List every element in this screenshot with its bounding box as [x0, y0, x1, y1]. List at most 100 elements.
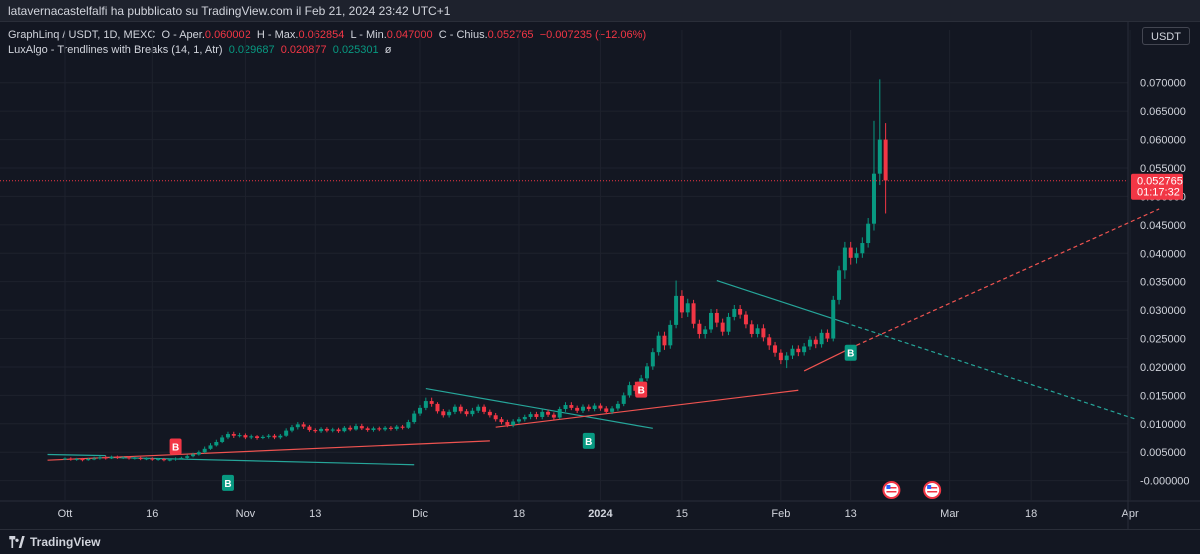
- sell-signal-marker[interactable]: [169, 438, 182, 455]
- candle-body: [452, 406, 457, 412]
- candle-body: [784, 355, 789, 361]
- candle-body: [511, 421, 516, 425]
- candle-body: [214, 441, 219, 446]
- candle-body: [482, 406, 487, 412]
- candle-body: [394, 426, 399, 429]
- candle-body: [813, 339, 818, 345]
- close-label: C - Chius.: [438, 29, 488, 41]
- candle-body: [231, 434, 236, 436]
- buy-signal-marker[interactable]: [844, 344, 857, 361]
- candle-body: [260, 436, 265, 438]
- candle-body: [295, 424, 300, 428]
- x-tick-label: 13: [309, 508, 321, 520]
- candle-body: [854, 253, 859, 258]
- candle-body: [592, 405, 597, 410]
- sell-signal-marker[interactable]: [635, 381, 648, 398]
- candle-body: [400, 426, 405, 428]
- signal-marker-label: B: [585, 437, 592, 448]
- candle-body: [563, 405, 568, 410]
- candle-body: [778, 352, 783, 361]
- y-tick-label: 0.015000: [1140, 390, 1186, 402]
- x-tick-label: 18: [1025, 508, 1037, 520]
- candle-body: [150, 458, 155, 460]
- candle-body: [458, 406, 463, 412]
- y-tick-label: 0.065000: [1140, 106, 1186, 118]
- candle-body: [109, 456, 114, 459]
- buy-signal-marker[interactable]: [221, 474, 234, 491]
- candle-body: [743, 314, 748, 325]
- candle-body: [441, 411, 446, 416]
- candle-body: [68, 458, 73, 460]
- indicator-label[interactable]: LuxAlgo - Trendlines with Breaks (14, 1,…: [8, 44, 223, 56]
- candle-body: [645, 366, 649, 379]
- candle-body: [685, 303, 690, 313]
- candle-body: [767, 337, 772, 346]
- candle-body: [749, 324, 754, 334]
- candle-body: [103, 457, 108, 459]
- open-value: 0.060002: [204, 29, 251, 41]
- signal-marker-label: B: [172, 443, 179, 454]
- candle-body: [557, 409, 562, 418]
- low-label: L - Min.: [350, 29, 387, 41]
- currency-button[interactable]: USDT: [1142, 27, 1190, 45]
- brand-name[interactable]: TradingView: [30, 535, 101, 549]
- indicator-value-1: 0.029687: [228, 44, 275, 56]
- candle-body: [330, 429, 335, 431]
- signal-marker-label: B: [224, 479, 231, 490]
- candle-body: [63, 458, 67, 460]
- x-tick-label: Ott: [58, 508, 73, 520]
- last-price-tag: [1131, 173, 1183, 200]
- candle-body: [202, 448, 207, 453]
- symbol-label[interactable]: GraphLinq / USDT, 1D, MEXC: [8, 29, 156, 41]
- candle-body: [336, 429, 341, 432]
- candle-body: [534, 414, 539, 417]
- candle-body: [383, 427, 388, 430]
- y-tick-label: 0.070000: [1140, 78, 1186, 90]
- candle-body: [278, 435, 283, 438]
- teal-trendline: [425, 387, 653, 429]
- candle-body: [627, 385, 632, 396]
- high-label: H - Max.: [256, 29, 299, 41]
- candle-body: [848, 247, 853, 258]
- tradingview-logo-icon[interactable]: [8, 536, 26, 548]
- candle-body: [464, 411, 469, 415]
- us-flag-event-icon[interactable]: [923, 481, 942, 499]
- x-tick-label: Nov: [236, 508, 256, 520]
- teal-trendline: [47, 453, 106, 457]
- buy-signal-marker[interactable]: [582, 432, 595, 449]
- candle-body: [371, 428, 376, 431]
- candle-body: [359, 426, 364, 429]
- y-tick-label: 0.005000: [1140, 447, 1186, 459]
- candle-body: [423, 401, 428, 408]
- price-chart[interactable]: 0.0700000.0650000.0600000.0550000.050000…: [0, 0, 1200, 529]
- candle-body: [604, 408, 609, 412]
- x-tick-label: 18: [513, 508, 525, 520]
- candle-body: [470, 410, 475, 415]
- candle-body: [610, 408, 615, 412]
- open-label: O - Aper.: [161, 29, 205, 41]
- flag-stripe: [886, 487, 897, 489]
- teal-trendline: [105, 456, 415, 466]
- candle-body: [499, 419, 504, 423]
- x-tick-label: 2024: [588, 508, 613, 520]
- candle-body: [615, 403, 620, 409]
- footer-bar: TradingView: [0, 529, 1200, 554]
- candle-body: [208, 445, 213, 449]
- signal-marker-label: B: [847, 349, 854, 360]
- candle-body: [225, 434, 230, 438]
- candle-body: [837, 270, 842, 300]
- candle-body: [185, 456, 190, 458]
- candle-body: [831, 299, 836, 339]
- x-tick-label: Apr: [1121, 508, 1138, 520]
- candle-body: [697, 323, 702, 334]
- candle-body: [575, 407, 580, 411]
- publish-header: latavernacastelfalfi ha pubblicato su Tr…: [0, 0, 1200, 22]
- y-tick-label: 0.045000: [1140, 220, 1186, 232]
- legend-row-symbol: GraphLinq / USDT, 1D, MEXC O - Aper.0.06…: [8, 28, 646, 43]
- candle-body: [429, 401, 434, 404]
- candle-body: [679, 295, 684, 313]
- us-flag-event-icon[interactable]: [882, 481, 901, 499]
- candle-body: [132, 457, 137, 459]
- candle-body: [319, 428, 324, 432]
- candle-body: [586, 406, 591, 410]
